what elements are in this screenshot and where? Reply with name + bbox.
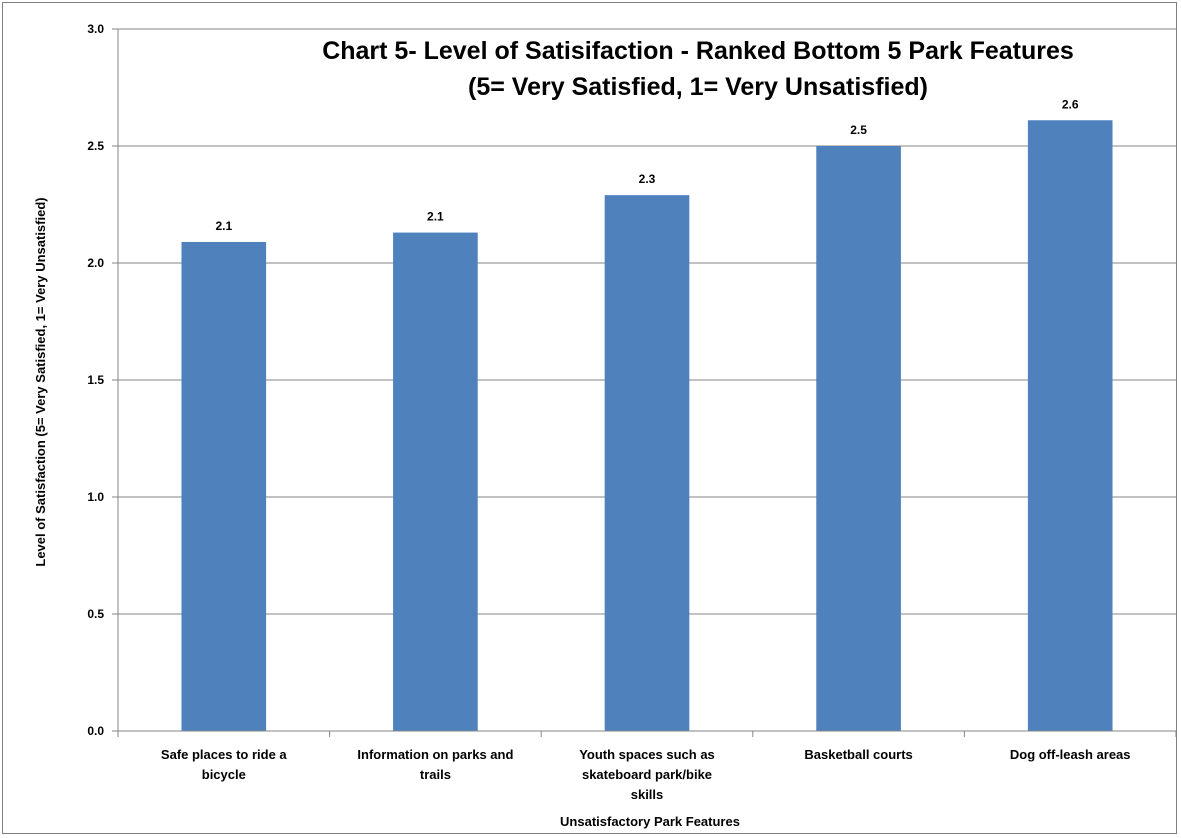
gridlines bbox=[118, 28, 1176, 615]
y-tick-label: 0.0 bbox=[87, 724, 104, 738]
data-label: 2.6 bbox=[1062, 97, 1079, 111]
bar bbox=[816, 146, 901, 731]
x-tick-label: Youth spaces such as skateboard park/bike… bbox=[579, 747, 715, 802]
y-tick-label: 2.5 bbox=[87, 139, 104, 153]
x-tick-label: Safe places to ride a bicycle bbox=[161, 747, 287, 782]
y-tick-label: 2.0 bbox=[87, 256, 104, 270]
data-label: 2.1 bbox=[215, 219, 232, 233]
chart-title-line-2: (5= Very Satisfied, 1= Very Unsatisfied) bbox=[468, 73, 928, 101]
y-tick-label: 0.5 bbox=[87, 607, 104, 621]
x-tick-label-line: bicycle bbox=[202, 767, 246, 782]
y-tick-labels: 0.0 0.5 1.0 1.5 2.0 2.5 3.0 bbox=[87, 22, 104, 738]
y-tick-label: 1.5 bbox=[87, 373, 104, 387]
data-label: 2.5 bbox=[850, 123, 867, 137]
x-tick-label: Basketball courts bbox=[804, 747, 912, 762]
y-tick-label: 3.0 bbox=[87, 22, 104, 36]
x-tick-label-line: skills bbox=[631, 787, 664, 802]
x-tick-labels: Safe places to ride a bicycle Information … bbox=[161, 747, 1131, 802]
axes bbox=[112, 28, 1177, 737]
x-tick-label-line: Information on parks and bbox=[357, 747, 513, 762]
data-label: 2.1 bbox=[427, 210, 444, 224]
x-tick-label-line: Basketball courts bbox=[804, 747, 912, 762]
y-axis-label: Level of Satisfaction (5= Very Satisfied… bbox=[33, 197, 48, 566]
bar bbox=[393, 232, 478, 731]
x-axis-label: Unsatisfactory Park Features bbox=[560, 814, 740, 829]
data-labels: 2.1 2.1 2.3 2.5 2.6 bbox=[215, 97, 1078, 233]
y-tick-label: 1.0 bbox=[87, 490, 104, 504]
x-tick-label-line: skateboard park/bike bbox=[582, 767, 712, 782]
x-tick-label-line: Youth spaces such as bbox=[579, 747, 715, 762]
x-tick-label-line: Dog off-leash areas bbox=[1010, 747, 1131, 762]
bar bbox=[604, 195, 690, 731]
bars bbox=[181, 120, 1113, 731]
x-tick-label: Dog off-leash areas bbox=[1010, 747, 1131, 762]
bar bbox=[181, 241, 267, 731]
x-tick-label-line: trails bbox=[420, 767, 451, 782]
bar bbox=[1027, 120, 1113, 731]
x-tick-label-line: Safe places to ride a bbox=[161, 747, 287, 762]
x-tick-label: Information on parks and trails bbox=[357, 747, 513, 782]
chart-title-line-1: Chart 5- Level of Satisifaction - Ranked… bbox=[322, 37, 1074, 65]
data-label: 2.3 bbox=[639, 172, 656, 186]
